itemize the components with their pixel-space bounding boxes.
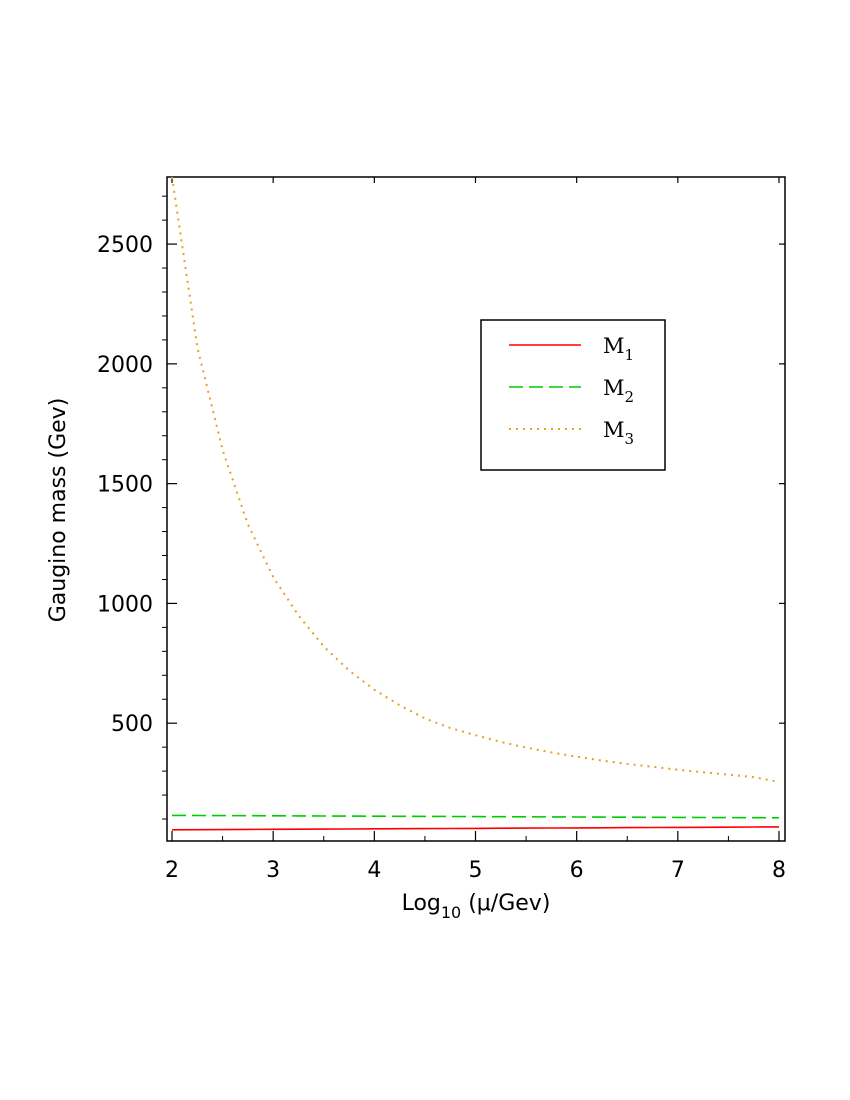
x-tick-label: 3 bbox=[266, 858, 280, 883]
y-tick-label: 2000 bbox=[97, 353, 153, 378]
legend-box bbox=[480, 319, 666, 471]
y-tick-label: 2500 bbox=[97, 233, 153, 258]
x-axis-title-rest: (μ/Gev) bbox=[461, 891, 550, 916]
x-tick-label: 7 bbox=[671, 858, 685, 883]
plot-border bbox=[166, 176, 786, 842]
legend-label-1: M1 bbox=[603, 334, 634, 364]
y-axis-title: Gaugino mass (Gev) bbox=[46, 398, 71, 623]
axis-ticks: 2 3 4 5 6 7 8 500 1000 1500 2000 2500 bbox=[97, 177, 786, 883]
x-tick-label: 6 bbox=[570, 858, 584, 883]
x-tick-label: 4 bbox=[367, 858, 381, 883]
legend-label-2: M2 bbox=[603, 376, 634, 406]
series-line-2 bbox=[171, 814, 780, 819]
y-tick-label: 1500 bbox=[97, 473, 153, 498]
x-axis-title-main: Log bbox=[402, 891, 441, 916]
y-tick-label: 1000 bbox=[97, 592, 153, 617]
series-lines bbox=[171, 176, 780, 831]
plot-frame bbox=[166, 176, 786, 842]
x-axis-title-sub: 10 bbox=[441, 903, 461, 922]
x-tick-label: 2 bbox=[165, 858, 179, 883]
series-line-1 bbox=[171, 826, 780, 831]
y-tick-label: 500 bbox=[111, 712, 153, 737]
x-tick-label: 5 bbox=[469, 858, 483, 883]
legend: M1 M2 M3 bbox=[480, 319, 666, 471]
series-line-3 bbox=[171, 176, 780, 783]
x-tick-label: 8 bbox=[772, 858, 786, 883]
legend-label-3: M3 bbox=[603, 418, 634, 448]
x-axis-title: Log10 (μ/Gev) bbox=[402, 891, 551, 922]
